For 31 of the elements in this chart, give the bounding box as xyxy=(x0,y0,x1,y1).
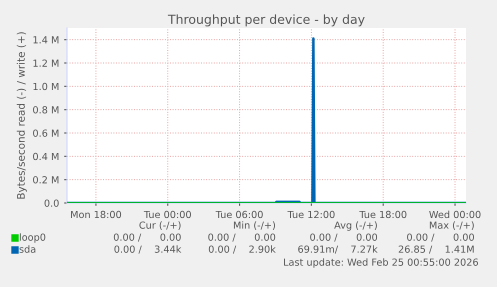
y-tick-label: 1.4 M xyxy=(33,36,58,44)
x-tick-label: Tue 06:00 xyxy=(216,210,263,218)
x-tick-label: Mon 18:00 xyxy=(71,210,122,218)
x-tick-label: Tue 18:00 xyxy=(359,210,406,218)
legend-label: loop0 xyxy=(20,233,46,243)
y-tick-label: 1.2 M xyxy=(33,59,58,67)
text: 0.00 / 0.00 xyxy=(208,233,276,242)
text: 26.85 / 1.41M xyxy=(398,245,474,254)
y-tick-label: 0.6 M xyxy=(33,129,58,137)
x-tick-label: Tue 00:00 xyxy=(144,210,191,218)
text: Max (-/+) xyxy=(430,221,474,230)
text: Last update: Wed Feb 25 00:55:00 2026 xyxy=(284,258,478,268)
chart-title: Throughput per device - by day xyxy=(168,14,365,26)
y-tick-label: 0.4 M xyxy=(33,152,58,160)
y-tick-label: 1.0 M xyxy=(33,82,58,90)
legend-label: sda xyxy=(20,245,36,253)
text: 69.91m/ 7.27k xyxy=(298,245,378,254)
text: 0.00 / 3.44k xyxy=(114,245,182,254)
text: 0.00 / 2.90k xyxy=(208,245,276,254)
y-tick-label: 0.2 M xyxy=(33,176,58,184)
text: Cur (-/+) xyxy=(139,221,181,230)
text: Min (-/+) xyxy=(234,221,275,230)
text: 0.00 / 0.00 xyxy=(407,233,474,242)
text: 0.00 / 0.00 xyxy=(310,233,378,242)
x-tick-label: Wed 00:00 xyxy=(429,210,481,218)
text: 0.00 / 0.00 xyxy=(114,233,181,242)
y-tick-label: 0.8 M xyxy=(33,106,58,114)
x-tick-label: Tue 12:00 xyxy=(288,210,335,218)
y-axis-title: Bytes/second read (-) / write (+) xyxy=(16,32,27,199)
y-tick-label: 0.0 xyxy=(44,199,59,207)
text: Avg (-/+) xyxy=(334,221,377,231)
